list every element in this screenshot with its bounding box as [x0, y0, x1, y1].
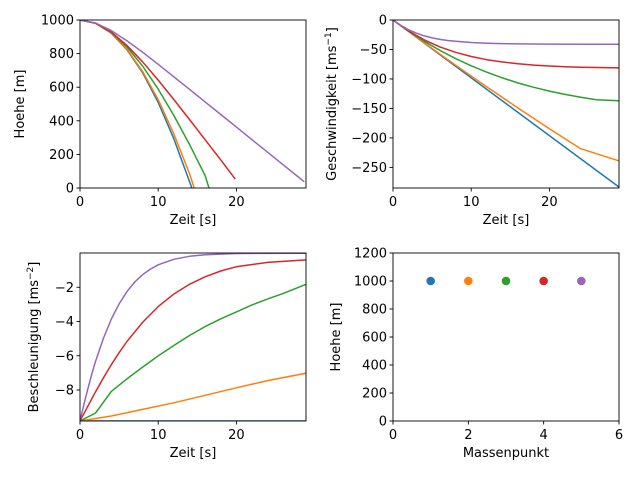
- x-tick-label: 10: [150, 195, 167, 210]
- plot-area: [393, 20, 619, 188]
- y-tick-label: 1200: [354, 247, 387, 262]
- mass-point-4: [539, 276, 548, 286]
- x-tick-label: 10: [463, 195, 480, 210]
- y-tick-label: 600: [49, 81, 74, 96]
- plot-area: [80, 20, 305, 188]
- x-tick-label: 20: [228, 428, 245, 443]
- y-tick-label: 400: [49, 114, 74, 129]
- x-tick-label: 0: [389, 195, 397, 210]
- y-tick-label: 400: [362, 359, 387, 374]
- x-tick-label: 0: [76, 195, 84, 210]
- axes-frame: [79, 252, 307, 422]
- x-tick-label: 2: [464, 428, 472, 443]
- y-tick-label: −50: [360, 43, 387, 58]
- y-tick-label: 0: [66, 182, 74, 197]
- x-tick-label: 6: [615, 428, 623, 443]
- x-tick-label: 20: [228, 195, 245, 210]
- series-line-4: [80, 259, 306, 421]
- y-tick-label: −250: [351, 161, 387, 176]
- y-tick-label: 600: [362, 331, 387, 346]
- y-tick-label: 200: [49, 148, 74, 163]
- mass-point-3: [501, 276, 511, 286]
- mass-point-5: [577, 276, 586, 286]
- y-tick-label: −200: [351, 131, 387, 146]
- x-tick-label: 10: [150, 428, 167, 443]
- y-tick-label: 0: [379, 14, 387, 29]
- y-axis-label: Hoehe [m]: [329, 303, 344, 372]
- y-tick-label: 800: [49, 47, 74, 62]
- series-line-5: [80, 253, 306, 421]
- y-axis-label: Beschleunigung [ms−2]: [26, 262, 42, 413]
- x-axis-label: Zeit [s]: [483, 213, 530, 228]
- y-tick-label: 1000: [354, 275, 387, 290]
- x-tick-label: 0: [76, 428, 84, 443]
- axes-frame: [79, 19, 307, 189]
- y-tick-label: −4: [55, 315, 74, 330]
- y-tick-label: 0: [379, 415, 387, 430]
- plot-area: [80, 253, 306, 421]
- y-tick-label: 800: [362, 303, 387, 318]
- series-line-5: [80, 20, 305, 183]
- x-tick-label: 4: [540, 428, 548, 443]
- y-tick-label: −100: [351, 72, 387, 87]
- series-line-2: [80, 372, 306, 421]
- axes-frame: [392, 19, 620, 189]
- series-line-2: [393, 20, 619, 162]
- mass-point-1: [426, 276, 435, 286]
- y-tick-label: −6: [55, 349, 74, 364]
- y-tick-label: −2: [55, 281, 74, 296]
- y-tick-label: −8: [55, 384, 74, 399]
- x-tick-label: 20: [541, 195, 558, 210]
- mass-point-height-axes: 0 2 4 6 0 200 400 600 800 1000 1200 Massenpunkt Hoeh…: [329, 247, 623, 462]
- x-axis-label: Zeit [s]: [170, 213, 217, 228]
- mass-point-2: [464, 276, 473, 286]
- x-tick-label: 0: [389, 428, 397, 443]
- series-line-3: [80, 283, 306, 421]
- series-line-5: [393, 20, 619, 45]
- y-tick-label: 1000: [41, 14, 74, 29]
- series-line-3: [393, 20, 619, 102]
- velocity-over-time-axes: 0 10 20 0 −50 −100 −150 −200 −250 Zeit [s] Geschwi…: [324, 14, 620, 228]
- acceleration-over-time-axes: 0 10 20 −2 −4 −6 −8 Zeit [s] Beschleunigung [ms−…: [26, 252, 307, 461]
- y-tick-label: −150: [351, 102, 387, 117]
- y-axis-label: Hoehe [m]: [13, 70, 28, 139]
- y-tick-label: 200: [362, 387, 387, 402]
- plot-area: [426, 276, 586, 286]
- x-axis-label: Zeit [s]: [170, 446, 217, 461]
- series-line-4: [80, 20, 236, 180]
- series-line-4: [393, 20, 619, 69]
- y-axis-label: Geschwindigkeit [ms−1]: [324, 27, 340, 181]
- x-axis-label: Massenpunkt: [463, 446, 549, 461]
